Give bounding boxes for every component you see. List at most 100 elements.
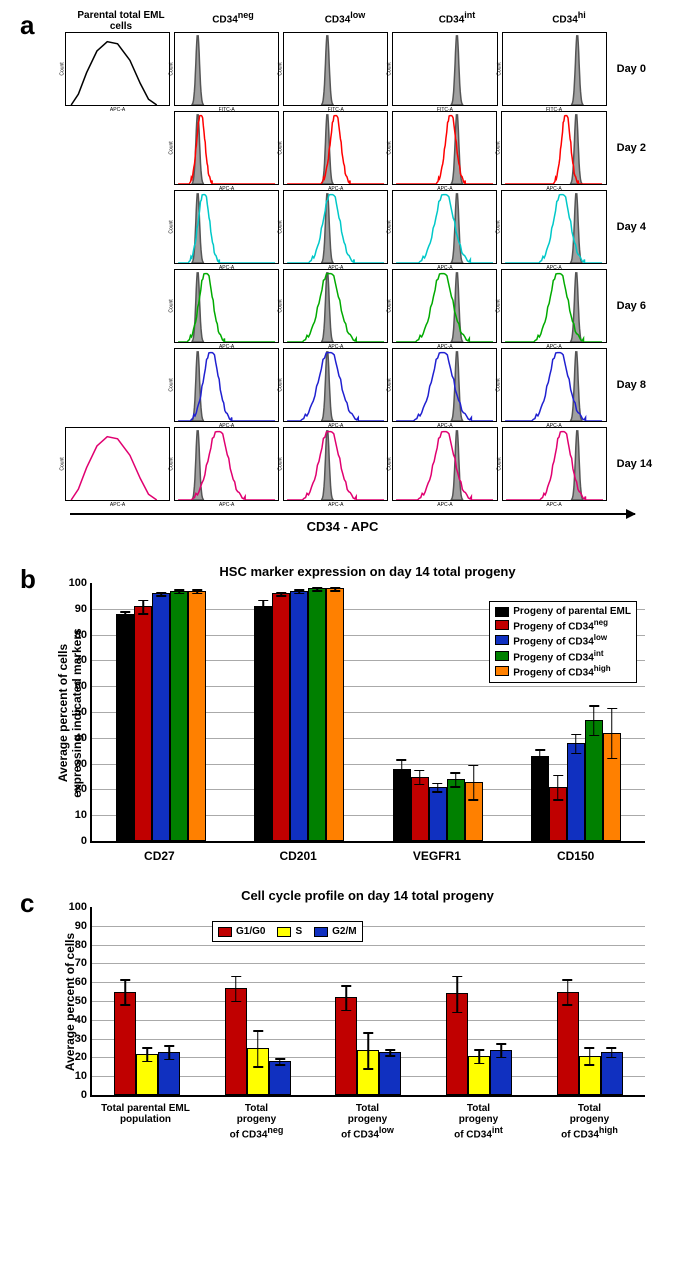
ytick: 40 bbox=[75, 1014, 92, 1026]
bar bbox=[188, 591, 206, 841]
facs-row: CountAPC-ACountAPC-ACountAPC-ACountAPC-A… bbox=[65, 348, 675, 422]
day-label: Day 0 bbox=[617, 63, 675, 75]
bar bbox=[531, 756, 549, 841]
facs-plot: CountAPC-A bbox=[174, 190, 279, 264]
legend: G1/G0SG2/M bbox=[212, 921, 363, 942]
xtick-label: Total parental EMLpopulation bbox=[90, 1097, 201, 1140]
facs-plot: CountAPC-A bbox=[65, 32, 170, 106]
facs-row: CountAPC-ACountAPC-ACountAPC-ACountAPC-A… bbox=[65, 190, 675, 264]
facs-plot: CountAPC-A bbox=[174, 427, 279, 501]
bar bbox=[429, 787, 447, 841]
bar bbox=[114, 992, 136, 1095]
day-label: Day 2 bbox=[617, 142, 675, 154]
facs-row: CountAPC-ACountFITC-ACountFITC-ACountFIT… bbox=[65, 32, 675, 106]
xtick-label: CD27 bbox=[90, 843, 229, 863]
bar bbox=[152, 593, 170, 841]
ytick: 100 bbox=[69, 577, 92, 589]
ytick: 40 bbox=[75, 732, 92, 744]
bar bbox=[379, 1052, 401, 1095]
bar bbox=[225, 988, 247, 1095]
day-label: Day 6 bbox=[617, 300, 675, 312]
bar bbox=[601, 1052, 623, 1095]
ytick: 70 bbox=[75, 957, 92, 969]
bar bbox=[158, 1052, 180, 1095]
ytick: 100 bbox=[69, 901, 92, 913]
facs-plot: CountAPC-A bbox=[501, 190, 606, 264]
panel-b-chart: 0102030405060708090100Progeny of parenta… bbox=[90, 583, 645, 843]
bar-group bbox=[92, 907, 203, 1095]
ytick: 70 bbox=[75, 654, 92, 666]
panel-b: b HSC marker expression on day 14 total … bbox=[10, 564, 675, 863]
facs-plot: CountFITC-A bbox=[283, 32, 388, 106]
day-label: Day 14 bbox=[617, 458, 675, 470]
bar bbox=[247, 1048, 269, 1095]
bar bbox=[465, 782, 483, 841]
facs-plot: CountFITC-A bbox=[392, 32, 497, 106]
facs-plot: CountAPC-A bbox=[502, 427, 607, 501]
ytick: 50 bbox=[75, 706, 92, 718]
day-label: Day 8 bbox=[617, 379, 675, 391]
ytick: 30 bbox=[75, 758, 92, 770]
bar bbox=[134, 606, 152, 841]
xtick-label: Total progenyof CD34high bbox=[534, 1097, 645, 1140]
facs-plot: CountAPC-A bbox=[174, 269, 279, 343]
bar bbox=[468, 1056, 490, 1095]
facs-plot: CountAPC-A bbox=[392, 269, 497, 343]
facs-plot: CountAPC-A bbox=[283, 190, 388, 264]
bar bbox=[447, 779, 465, 841]
ytick: 50 bbox=[75, 995, 92, 1007]
xtick-label: VEGFR1 bbox=[368, 843, 507, 863]
panel-b-label: b bbox=[20, 564, 36, 595]
panel-c: c Cell cycle profile on day 14 total pro… bbox=[10, 888, 675, 1140]
ytick: 90 bbox=[75, 920, 92, 932]
bar bbox=[393, 769, 411, 841]
bar bbox=[326, 588, 344, 841]
facs-plot: CountAPC-A bbox=[501, 269, 606, 343]
ytick: 0 bbox=[81, 835, 92, 847]
xtick-label: CD150 bbox=[506, 843, 645, 863]
facs-plot: CountAPC-A bbox=[283, 427, 388, 501]
facs-plot: CountAPC-A bbox=[392, 348, 497, 422]
ytick: 10 bbox=[75, 1070, 92, 1082]
x-axis-title: CD34 - APC bbox=[10, 519, 675, 534]
bar bbox=[411, 777, 429, 842]
legend: Progeny of parental EMLProgeny of CD34ne… bbox=[489, 601, 637, 683]
facs-plot: CountFITC-A bbox=[502, 32, 607, 106]
bar bbox=[116, 614, 134, 841]
ytick: 80 bbox=[75, 939, 92, 951]
ytick: 80 bbox=[75, 629, 92, 641]
ytick: 10 bbox=[75, 809, 92, 821]
ytick: 60 bbox=[75, 680, 92, 692]
bar bbox=[357, 1050, 379, 1095]
bar bbox=[254, 606, 272, 841]
bar bbox=[490, 1050, 512, 1095]
panel-c-chart: 0102030405060708090100G1/G0SG2/M bbox=[90, 907, 645, 1097]
bar bbox=[136, 1054, 158, 1095]
ytick: 90 bbox=[75, 603, 92, 615]
bar bbox=[290, 591, 308, 841]
facs-plot: CountAPC-A bbox=[501, 348, 606, 422]
facs-col-header: Parental total EML cells bbox=[65, 10, 177, 32]
bar bbox=[549, 787, 567, 841]
figure: a Parental total EML cellsCD34negCD34low… bbox=[0, 0, 685, 1150]
xtick-label: Total progenyof CD34neg bbox=[201, 1097, 312, 1140]
ytick: 60 bbox=[75, 976, 92, 988]
facs-plot: CountAPC-A bbox=[392, 427, 497, 501]
facs-row: CountAPC-ACountAPC-ACountAPC-ACountAPC-A… bbox=[65, 111, 675, 185]
bar-group bbox=[424, 907, 535, 1095]
facs-plot: CountFITC-A bbox=[174, 32, 279, 106]
bar bbox=[567, 743, 585, 841]
facs-plot: CountAPC-A bbox=[283, 111, 388, 185]
ytick: 20 bbox=[75, 783, 92, 795]
bar bbox=[446, 993, 468, 1095]
panel-c-title: Cell cycle profile on day 14 total proge… bbox=[90, 888, 645, 903]
bar bbox=[272, 593, 290, 841]
bar-group bbox=[369, 583, 507, 841]
bar-group bbox=[92, 583, 230, 841]
facs-plot: CountAPC-A bbox=[65, 427, 170, 501]
facs-plot: CountAPC-A bbox=[174, 348, 279, 422]
bar bbox=[269, 1061, 291, 1095]
bar-group bbox=[534, 907, 645, 1095]
ytick: 20 bbox=[75, 1051, 92, 1063]
xtick-label: Total progenyof CD34low bbox=[312, 1097, 423, 1140]
